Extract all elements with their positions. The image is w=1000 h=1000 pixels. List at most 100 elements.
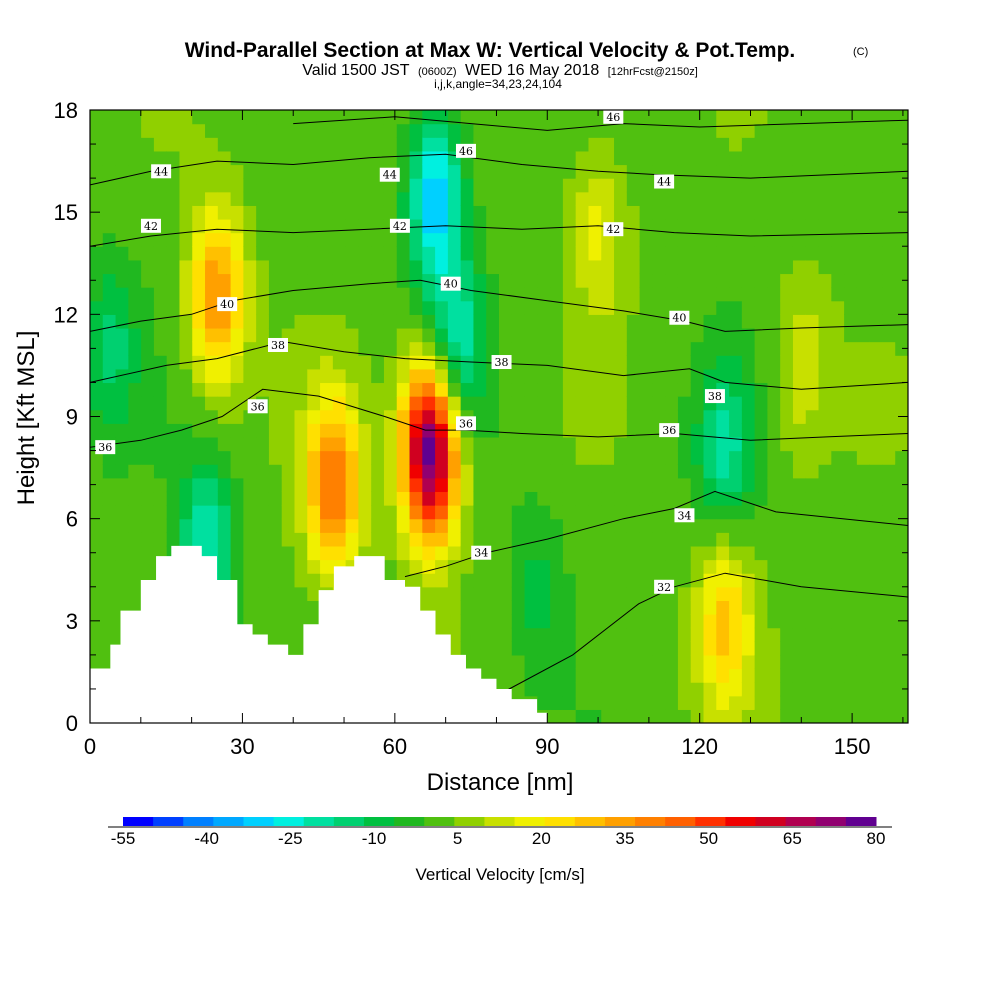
heatmap-cell [792, 586, 807, 601]
heatmap-cell [409, 423, 423, 438]
heatmap-cell [869, 695, 884, 710]
heatmap-cell [805, 150, 820, 166]
heatmap-cell [677, 273, 692, 288]
heatmap-cell [524, 300, 538, 315]
heatmap-cell [499, 191, 513, 206]
heatmap-cell [856, 654, 871, 670]
heatmap-cell [614, 641, 628, 656]
heatmap-cell [562, 668, 577, 683]
heatmap-cell [192, 259, 206, 275]
heatmap-cell [217, 191, 232, 206]
heatmap-cell [805, 668, 820, 683]
heatmap-cell [767, 573, 781, 588]
heatmap-cell [307, 409, 321, 424]
heatmap-cell [281, 232, 296, 247]
heatmap-cell [102, 627, 117, 642]
heatmap-cell [115, 450, 129, 465]
heatmap-cell [626, 300, 641, 315]
heatmap-cell [294, 559, 308, 574]
heatmap-cell [460, 450, 475, 465]
heatmap-cell [626, 191, 641, 206]
heatmap-cell [856, 436, 871, 452]
heatmap-cell [869, 654, 884, 670]
heatmap-cell [626, 709, 641, 723]
heatmap-cell [792, 600, 807, 615]
heatmap-cell [486, 423, 500, 438]
heatmap-cell [754, 110, 769, 125]
colorbar-segment [785, 817, 817, 826]
heatmap-cell [831, 368, 845, 384]
heatmap-cell [332, 409, 347, 424]
heatmap-cell [332, 314, 347, 329]
heatmap-cell [677, 232, 692, 247]
heatmap-cell [435, 614, 449, 629]
heatmap-cell [486, 654, 500, 670]
heatmap-cell [895, 627, 908, 642]
heatmap-cell [792, 123, 807, 138]
heatmap-cell [90, 654, 104, 670]
heatmap-cell [882, 382, 896, 397]
heatmap-cell [767, 627, 781, 642]
heatmap-cell [575, 164, 590, 179]
heatmap-cell [90, 627, 104, 642]
heatmap-cell [294, 123, 308, 138]
heatmap-cell [230, 355, 244, 370]
heatmap-cell [741, 355, 756, 370]
heatmap-cell [383, 191, 398, 206]
heatmap-cell [396, 341, 411, 356]
heatmap-cell [166, 178, 181, 193]
heatmap-cell [754, 314, 769, 329]
heatmap-cell [550, 586, 564, 601]
heatmap-cell [358, 327, 372, 343]
heatmap-cell [524, 423, 538, 438]
heatmap-cell [869, 246, 884, 261]
heatmap-cell [422, 341, 436, 356]
heatmap-cell [128, 423, 142, 438]
heatmap-cell [882, 464, 896, 479]
heatmap-cell [230, 409, 244, 424]
heatmap-cell [524, 314, 538, 329]
heatmap-cell [588, 682, 602, 697]
heatmap-cell [511, 545, 526, 561]
heatmap-cell [383, 300, 398, 315]
heatmap-cell [882, 614, 896, 629]
heatmap-cell [205, 218, 219, 234]
heatmap-cell [601, 614, 615, 629]
heatmap-cell [460, 396, 475, 411]
heatmap-cell [562, 450, 577, 465]
heatmap-cell [332, 545, 347, 561]
heatmap-cell [383, 450, 398, 465]
heatmap-cell [90, 232, 104, 247]
heatmap-cell [767, 355, 781, 370]
heatmap-cell [511, 178, 526, 193]
heatmap-cell [179, 341, 193, 356]
heatmap-cell [767, 232, 781, 247]
heatmap-cell [90, 559, 104, 574]
heatmap-cell [460, 532, 475, 547]
heatmap-cell [102, 123, 117, 138]
heatmap-cell [754, 123, 769, 138]
heatmap-cell [844, 627, 858, 642]
heatmap-cell [102, 491, 117, 506]
heatmap-cell [844, 477, 858, 493]
heatmap-cell [256, 341, 270, 356]
heatmap-cell [831, 532, 845, 547]
heatmap-cell [562, 423, 577, 438]
contour-label-text: 40 [220, 298, 234, 311]
heatmap-cell [460, 273, 475, 288]
heatmap-cell [677, 477, 692, 493]
heatmap-cell [447, 123, 462, 138]
heatmap-cell [115, 382, 129, 397]
heatmap-cell [741, 246, 756, 261]
heatmap-cell [179, 450, 193, 465]
heatmap-cell [792, 491, 807, 506]
heatmap-cell [792, 355, 807, 370]
heatmap-cell [601, 573, 615, 588]
heatmap-cell [486, 246, 500, 261]
heatmap-cell [869, 682, 884, 697]
heatmap-cell [805, 300, 820, 315]
heatmap-cell [320, 573, 334, 588]
heatmap-cell [703, 191, 717, 206]
heatmap-cell [486, 259, 500, 275]
heatmap-cell [256, 423, 270, 438]
